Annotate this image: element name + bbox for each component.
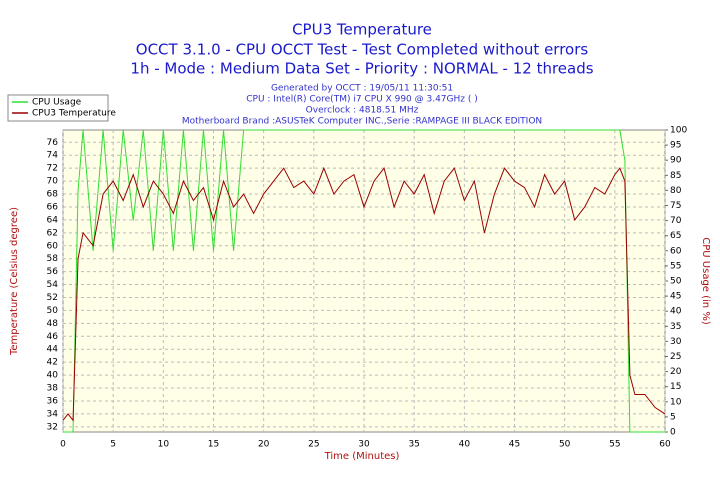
y2-tick-label: 25 [670,352,681,362]
x-tick-label: 0 [60,440,66,450]
y-tick-label: 58 [47,254,59,264]
x-tick-label: 20 [258,440,270,450]
y-tick-label: 36 [47,396,59,406]
y-tick-label: 56 [47,267,59,277]
y2-tick-label: 0 [670,428,676,438]
y-tick-label: 62 [47,228,58,238]
y2-tick-label: 75 [670,201,681,211]
y-tick-label: 66 [47,202,59,212]
y-tick-label: 54 [47,280,59,290]
y-tick-label: 68 [47,190,59,200]
x-tick-label: 45 [509,440,520,450]
y-tick-label: 60 [47,241,59,251]
y2-tick-label: 70 [670,216,682,226]
x-tick-label: 55 [609,440,620,450]
y-tick-label: 34 [47,409,59,419]
x-tick-label: 40 [459,440,471,450]
y-tick-label: 74 [47,151,59,161]
y-tick-label: 32 [47,422,58,432]
y-tick-label: 72 [47,164,58,174]
y2-tick-label: 30 [670,337,682,347]
y2-tick-label: 5 [670,412,676,422]
y2-tick-label: 20 [670,367,682,377]
y-tick-label: 70 [47,177,59,187]
y2-tick-label: 55 [670,261,681,271]
x-tick-label: 60 [659,440,671,450]
chart-subtitle: OCCT 3.1.0 - CPU OCCT Test - Test Comple… [136,41,589,59]
y2-tick-label: 40 [670,307,682,317]
y-tick-label: 38 [47,384,59,394]
y-tick-label: 76 [47,138,59,148]
x-tick-label: 10 [158,440,170,450]
y2-tick-label: 45 [670,292,681,302]
y2-tick-label: 50 [670,277,682,287]
y2-tick-label: 35 [670,322,681,332]
x-tick-label: 5 [110,440,116,450]
y2-tick-label: 95 [670,141,681,151]
y-tick-label: 44 [47,345,59,355]
y-tick-label: 52 [47,293,58,303]
y2-tick-label: 10 [670,397,682,407]
x-axis-label: Time (Minutes) [324,451,400,462]
y-tick-label: 50 [47,306,59,316]
y2-axis-label: CPU Usage (in %) [700,237,711,325]
annotation: Motherboard Brand :ASUSTeK Computer INC.… [182,117,542,127]
chart-subtitle: 1h - Mode : Medium Data Set - Priority :… [130,60,593,78]
annotation: Generated by OCCT : 19/05/11 11:30:51 [271,84,453,94]
y2-tick-label: 80 [670,186,682,196]
y2-tick-label: 65 [670,231,681,241]
y-tick-label: 46 [47,332,59,342]
legend-label: CPU3 Temperature [32,109,116,119]
chart-title: CPU3 Temperature [292,21,432,39]
y-tick-label: 40 [47,371,59,381]
legend-label: CPU Usage [32,98,82,108]
y2-tick-label: 90 [670,156,682,166]
y-tick-label: 42 [47,358,58,368]
y2-tick-label: 85 [670,171,681,181]
x-tick-label: 25 [308,440,319,450]
y-tick-label: 64 [47,215,59,225]
annotation: CPU : Intel(R) Core(TM) i7 CPU X 990 @ 3… [246,95,478,105]
y2-tick-label: 100 [670,126,687,136]
legend [7,94,109,122]
x-tick-label: 30 [358,440,370,450]
y-tick-label: 48 [47,319,59,329]
x-tick-label: 15 [208,440,219,450]
y-axis-label: Temperature (Celsius degree) [9,207,20,356]
series-line [62,166,666,422]
y2-tick-label: 60 [670,246,682,256]
y2-tick-label: 15 [670,382,681,392]
x-tick-label: 35 [408,440,419,450]
annotation: Overclock : 4818.51 MHz [306,106,419,116]
x-tick-label: 50 [559,440,571,450]
series-line [63,129,665,433]
